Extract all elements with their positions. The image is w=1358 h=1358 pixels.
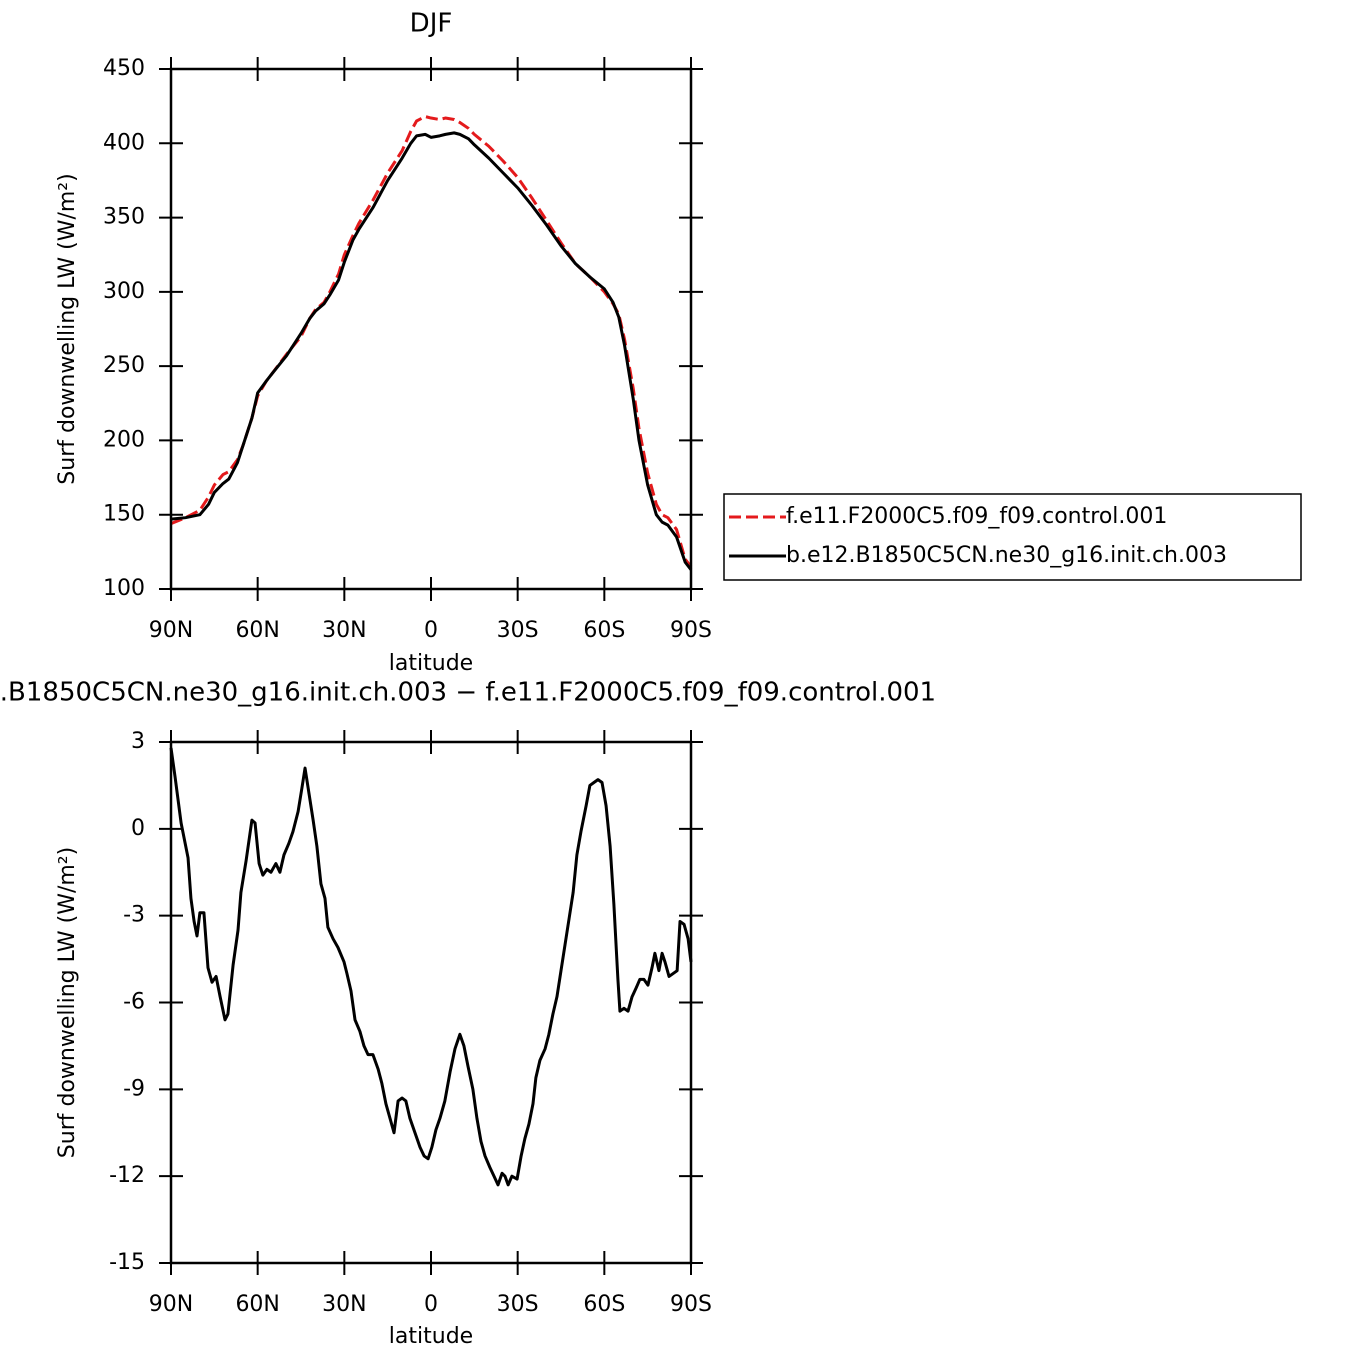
y-tick-label: -3 bbox=[123, 903, 145, 928]
plot-frame bbox=[169, 740, 693, 1265]
y-tick-label: -15 bbox=[109, 1250, 145, 1275]
x-tick-label: 90S bbox=[670, 618, 712, 643]
legend-box bbox=[723, 493, 1302, 581]
x-tick-label: 90S bbox=[670, 1292, 712, 1317]
x-tick-label: 30N bbox=[322, 618, 366, 643]
legend-label: b.e12.B1850C5CN.ne30_g16.init.ch.003 bbox=[786, 543, 1227, 568]
x-tick-label: 30S bbox=[497, 618, 539, 643]
x-tick-label: 90N bbox=[149, 618, 193, 643]
data-line bbox=[170, 131, 693, 571]
y-tick-label: 350 bbox=[103, 205, 145, 230]
data-line bbox=[169, 747, 693, 1187]
y-tick-label: -6 bbox=[123, 990, 145, 1015]
y-axis-label: Surf downwelling LW (W/m²) bbox=[55, 173, 80, 484]
y-tick-label: 300 bbox=[103, 279, 145, 304]
x-axis-label: latitude bbox=[389, 651, 473, 676]
chart-title: b.e12.B1850C5CN.ne30_g16.init.ch.003 − f… bbox=[0, 678, 936, 708]
x-tick-label: 60S bbox=[583, 1292, 625, 1317]
x-tick-label: 0 bbox=[424, 618, 438, 643]
y-tick-label: 0 bbox=[131, 816, 145, 841]
y-tick-label: 450 bbox=[103, 56, 145, 81]
x-tick-label: 0 bbox=[424, 1292, 438, 1317]
y-tick-label: 100 bbox=[103, 576, 145, 601]
y-tick-label: 200 bbox=[103, 427, 145, 452]
x-tick-label: 60S bbox=[583, 618, 625, 643]
y-axis-label: Surf downwelling LW (W/m²) bbox=[55, 847, 80, 1158]
x-tick-label: 60N bbox=[235, 1292, 279, 1317]
x-tick-label: 30N bbox=[322, 1292, 366, 1317]
plot-frame bbox=[169, 67, 693, 591]
x-tick-label: 30S bbox=[497, 1292, 539, 1317]
data-line bbox=[170, 115, 693, 568]
chart-title: DJF bbox=[410, 9, 453, 39]
x-axis-label: latitude bbox=[389, 1324, 473, 1349]
legend: f.e11.F2000C5.f09_f09.control.001 b.e12.B… bbox=[723, 493, 1302, 581]
y-tick-label: -12 bbox=[109, 1163, 145, 1188]
y-tick-label: 150 bbox=[103, 502, 145, 527]
legend-label: f.e11.F2000C5.f09_f09.control.001 bbox=[786, 504, 1167, 529]
x-tick-label: 60N bbox=[235, 618, 279, 643]
y-tick-label: 400 bbox=[103, 130, 145, 155]
y-tick-label: 250 bbox=[103, 353, 145, 378]
y-tick-label: -9 bbox=[123, 1076, 145, 1101]
y-tick-label: 3 bbox=[131, 729, 145, 754]
x-tick-label: 90N bbox=[149, 1292, 193, 1317]
